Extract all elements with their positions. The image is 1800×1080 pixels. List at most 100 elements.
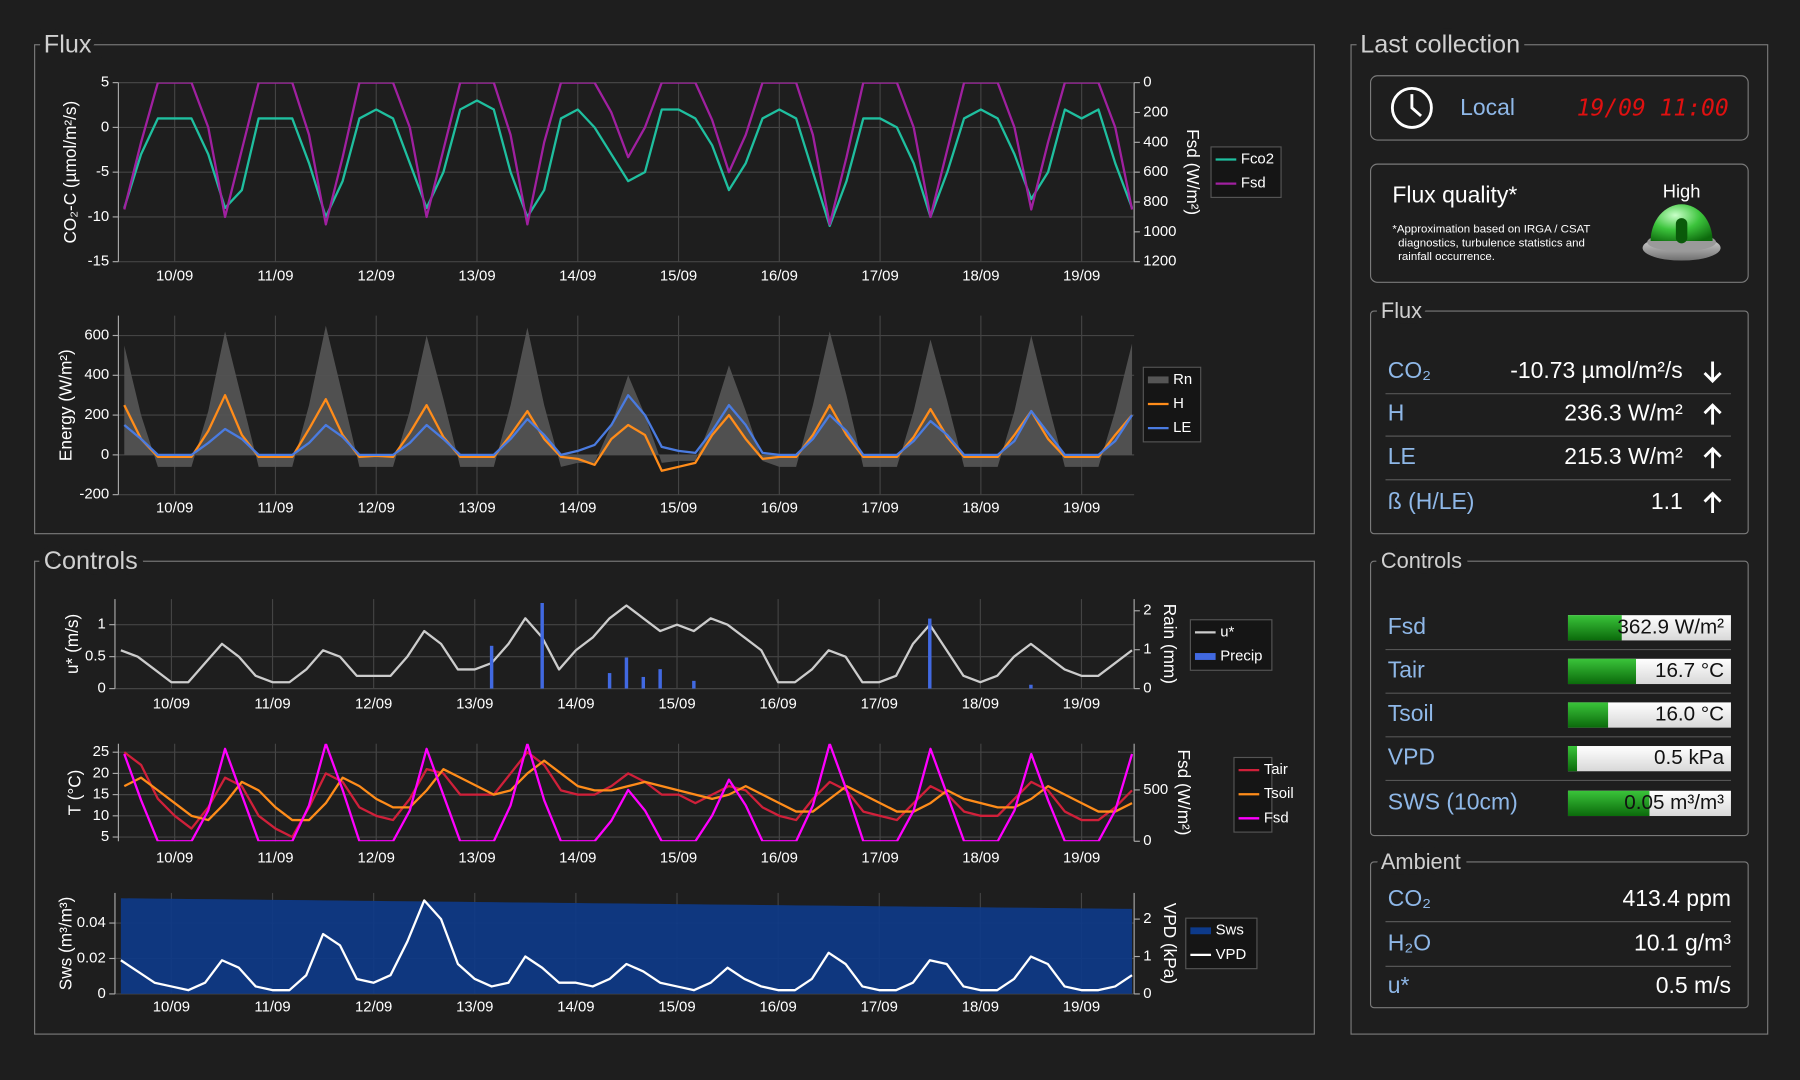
collection-time: 19/09 11:00 bbox=[1577, 96, 1729, 122]
panel-title: Last collection bbox=[1360, 31, 1520, 59]
y-tick-label: 10 bbox=[93, 807, 110, 824]
line bbox=[120, 604, 1133, 684]
legend-label: VPD bbox=[1216, 946, 1247, 963]
gauge-fill bbox=[1567, 658, 1637, 685]
gauge-value: 362.9 W/m² bbox=[1617, 615, 1724, 638]
y-tick-label: 5 bbox=[101, 74, 109, 91]
legend-swatch bbox=[1147, 376, 1169, 384]
gauge-track bbox=[1567, 746, 1731, 772]
row-value: 1.1 bbox=[1651, 488, 1683, 514]
legend-box bbox=[1185, 917, 1258, 970]
row-value: 236.3 W/m² bbox=[1564, 399, 1683, 425]
bar bbox=[641, 676, 646, 689]
legend-swatch bbox=[1194, 653, 1216, 660]
x-tick-label: 12/09 bbox=[355, 999, 392, 1016]
ambient-box bbox=[1369, 861, 1749, 1009]
section-title: Ambient bbox=[1381, 849, 1461, 874]
gauge-value: 16.7 °C bbox=[1655, 659, 1724, 682]
gauge-value: 16.0 °C bbox=[1655, 702, 1724, 725]
controls-box bbox=[1369, 560, 1749, 837]
x-tick-label: 17/09 bbox=[861, 696, 898, 713]
x-tick-label: 10/09 bbox=[153, 999, 190, 1016]
x-tick-label: 12/09 bbox=[355, 696, 392, 713]
plot-area bbox=[123, 743, 1134, 842]
row-label: H bbox=[1388, 399, 1405, 425]
quality-lamp bbox=[1642, 204, 1721, 261]
y-tick-label: 15 bbox=[93, 786, 110, 803]
row-value: 215.3 W/m² bbox=[1564, 443, 1683, 469]
line bbox=[123, 743, 1134, 842]
legend-label: H bbox=[1173, 395, 1184, 412]
x-tick-label: 17/09 bbox=[861, 268, 898, 285]
y-tick-label: -5 bbox=[96, 163, 109, 180]
legend-label: u* bbox=[1220, 623, 1234, 640]
bar bbox=[624, 657, 629, 689]
x-tick-label: 11/09 bbox=[257, 268, 293, 285]
x-tick-label: 10/09 bbox=[153, 696, 190, 713]
row-label: LE bbox=[1388, 443, 1416, 469]
y-tick-label: 0.02 bbox=[77, 949, 106, 966]
quality-level: High bbox=[1663, 181, 1701, 202]
x-tick-label: 13/09 bbox=[456, 696, 493, 713]
row-value: 10.1 g/m³ bbox=[1634, 930, 1731, 956]
trend-arrow bbox=[1703, 403, 1722, 425]
y-tick-label: -10 bbox=[88, 208, 110, 225]
y2-tick-label: 1000 bbox=[1143, 223, 1176, 240]
legend-label: Tair bbox=[1264, 761, 1288, 778]
row-value: 413.4 ppm bbox=[1623, 885, 1731, 911]
x-tick-label: 19/09 bbox=[1063, 696, 1100, 713]
legend-label: Sws bbox=[1216, 922, 1244, 939]
y-tick-label: 25 bbox=[93, 743, 110, 760]
trend-arrow bbox=[1703, 446, 1722, 469]
quality-note: diagnostics, turbulence statistics and bbox=[1398, 237, 1585, 249]
y-axis-label: Energy (W/m²) bbox=[55, 349, 75, 461]
panel-title: Controls bbox=[44, 547, 138, 575]
x-tick-label: 13/09 bbox=[458, 849, 495, 866]
legend-swatch bbox=[1190, 927, 1212, 935]
legend-label: Rn bbox=[1173, 371, 1192, 388]
clock-box bbox=[1369, 75, 1749, 141]
y2-tick-label: 2 bbox=[1143, 602, 1151, 619]
gauge-fill bbox=[1567, 615, 1622, 641]
x-tick-label: 14/09 bbox=[557, 999, 594, 1016]
row-label: Fsd bbox=[1388, 613, 1426, 639]
y-tick-label: 0 bbox=[101, 118, 109, 135]
flux-panel bbox=[34, 44, 1315, 535]
x-tick-label: 18/09 bbox=[962, 849, 999, 866]
section-title: Flux bbox=[1381, 298, 1422, 323]
x-tick-label: 15/09 bbox=[660, 849, 697, 866]
row-label: SWS (10cm) bbox=[1388, 788, 1518, 814]
y-tick-label: 600 bbox=[84, 326, 109, 343]
x-tick-label: 19/09 bbox=[1063, 999, 1100, 1016]
x-tick-label: 17/09 bbox=[861, 499, 898, 516]
x-tick-label: 18/09 bbox=[962, 999, 999, 1016]
x-tick-label: 19/09 bbox=[1063, 268, 1100, 285]
y-tick-label: 0 bbox=[101, 446, 109, 463]
legend-label: Fsd bbox=[1264, 809, 1289, 826]
y2-tick-label: 400 bbox=[1143, 133, 1168, 150]
x-tick-label: 18/09 bbox=[962, 696, 999, 713]
line bbox=[123, 759, 1133, 822]
x-tick-label: 12/09 bbox=[358, 499, 395, 516]
clock-hands bbox=[1410, 94, 1423, 117]
row-label: ß (H/LE) bbox=[1388, 488, 1475, 514]
x-tick-label: 19/09 bbox=[1063, 849, 1100, 866]
y-tick-label: 20 bbox=[93, 764, 110, 781]
x-tick-label: 14/09 bbox=[559, 268, 596, 285]
x-tick-label: 13/09 bbox=[458, 499, 495, 516]
quality-note: rainfall occurrence. bbox=[1398, 251, 1495, 263]
area bbox=[120, 898, 1133, 994]
x-tick-label: 16/09 bbox=[761, 499, 798, 516]
x-tick-label: 12/09 bbox=[358, 849, 395, 866]
x-tick-label: 17/09 bbox=[861, 999, 898, 1016]
x-tick-label: 18/09 bbox=[962, 499, 999, 516]
y2-axis-label: Rain (mm) bbox=[1160, 604, 1180, 684]
x-tick-label: 11/09 bbox=[257, 849, 293, 866]
y-tick-label: 400 bbox=[84, 366, 109, 383]
x-tick-label: 11/09 bbox=[254, 999, 290, 1016]
legend-label: Precip bbox=[1220, 647, 1262, 664]
plot-area bbox=[120, 602, 1133, 689]
line bbox=[120, 899, 1133, 992]
